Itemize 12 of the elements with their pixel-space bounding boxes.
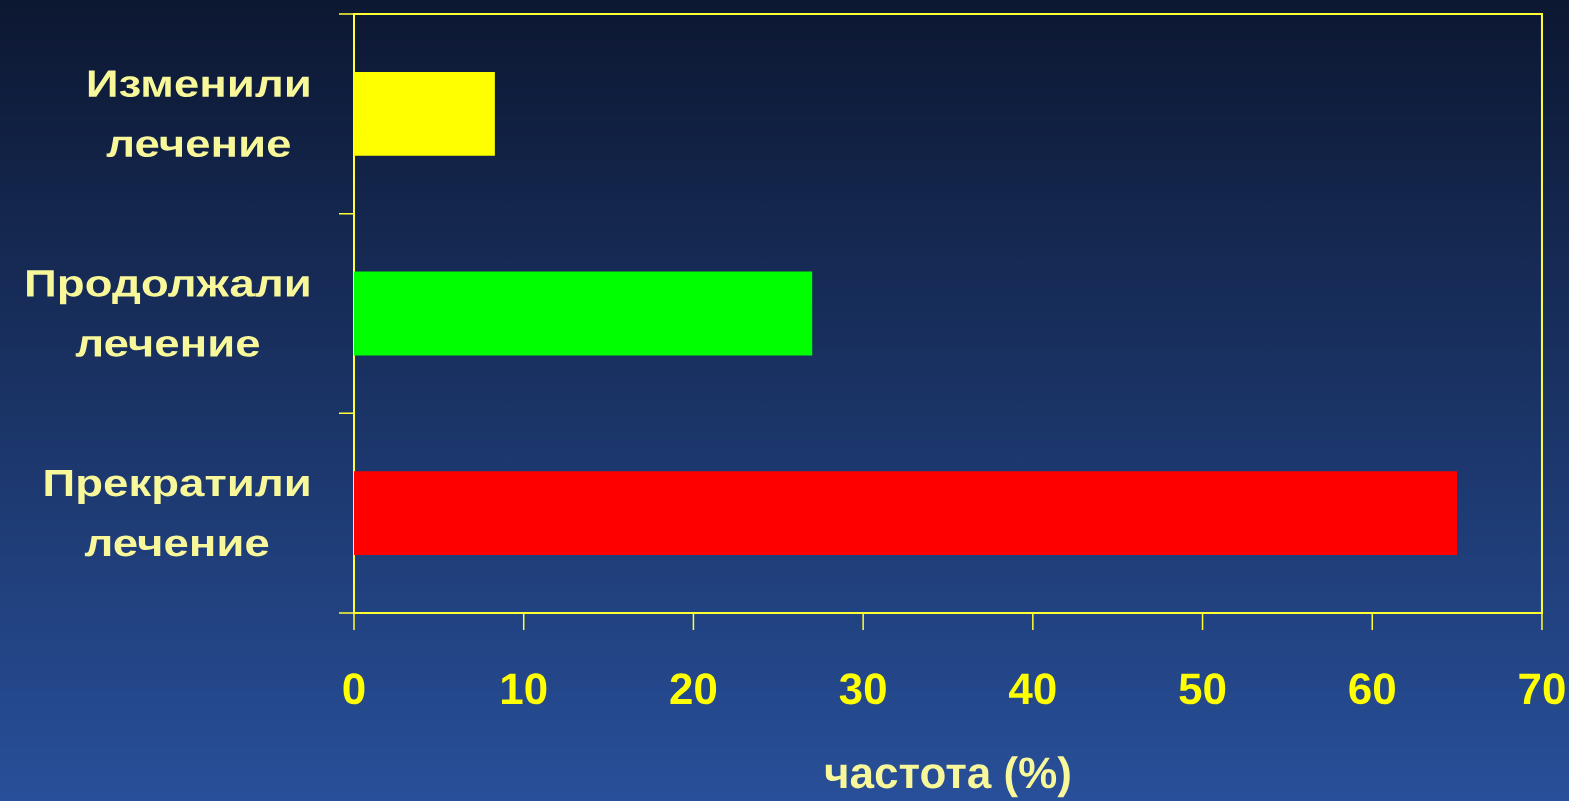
y-tick-label: Прекратили лечение (45, 469, 309, 557)
x-tick-label: 20 (670, 673, 717, 705)
x-tick-label: 0 (343, 673, 365, 705)
x-tick-label: 60 (1349, 673, 1395, 705)
x-tick-label: 30 (839, 673, 886, 705)
y-tick-label: Изменили лечение (88, 70, 309, 158)
x-axis-title: частота (%) (825, 756, 1070, 798)
x-tick-label: 40 (1009, 673, 1056, 705)
x-tick-label: 70 (1519, 673, 1565, 705)
x-tick-label: 10 (502, 673, 547, 705)
x-tick-label: 50 (1179, 673, 1226, 705)
y-tick-label: Продолжали лечение (27, 270, 309, 357)
